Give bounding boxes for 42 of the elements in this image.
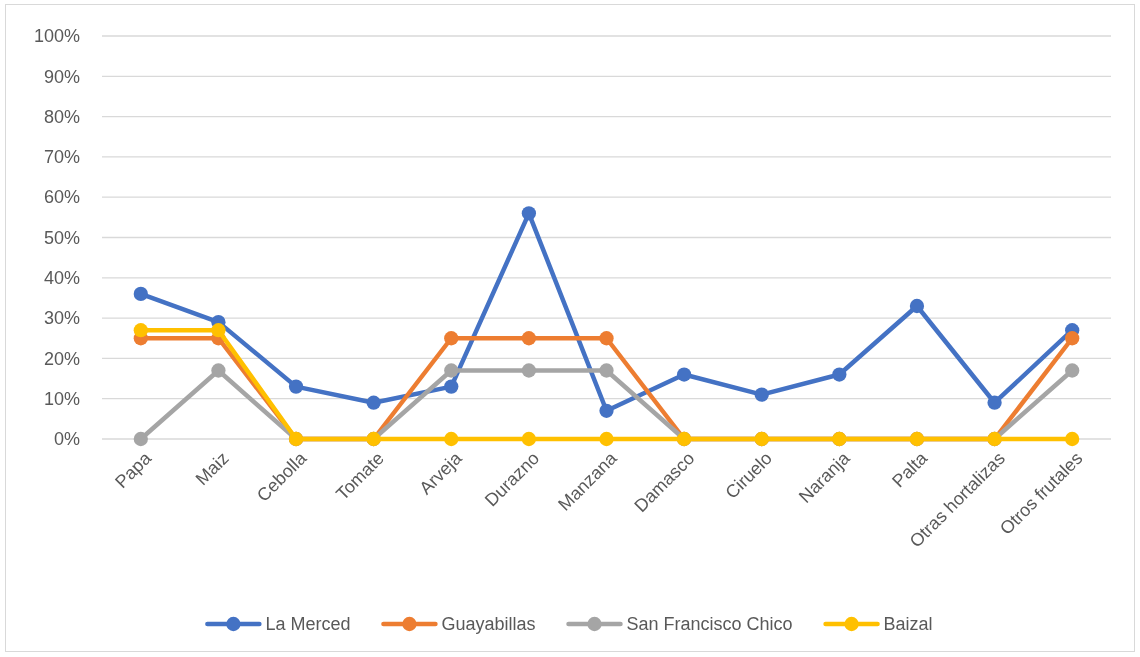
point bbox=[521, 431, 537, 447]
point bbox=[444, 331, 459, 346]
y-tick-label: 90% bbox=[43, 66, 80, 87]
legend-label: Baizal bbox=[883, 614, 933, 635]
y-tick-label: 20% bbox=[43, 348, 80, 369]
point bbox=[521, 206, 537, 221]
point bbox=[521, 363, 537, 378]
point bbox=[987, 395, 1002, 410]
point bbox=[288, 379, 304, 394]
point bbox=[599, 331, 614, 346]
y-tick-label: 70% bbox=[43, 147, 80, 168]
point bbox=[1065, 431, 1080, 447]
point bbox=[211, 363, 226, 378]
point bbox=[444, 363, 459, 378]
point bbox=[832, 367, 847, 382]
point bbox=[599, 431, 614, 447]
y-tick-label: 50% bbox=[43, 227, 80, 248]
point bbox=[909, 298, 925, 314]
point bbox=[133, 286, 148, 302]
y-tick-label: 80% bbox=[43, 106, 80, 127]
point bbox=[521, 331, 537, 346]
point bbox=[1065, 331, 1080, 346]
y-tick-label: 30% bbox=[43, 308, 80, 329]
point bbox=[211, 323, 226, 338]
y-tick-label: 60% bbox=[43, 187, 80, 208]
point bbox=[1065, 363, 1080, 378]
y-tick-label: 10% bbox=[43, 388, 80, 409]
point bbox=[133, 323, 148, 338]
y-tick-label: 40% bbox=[43, 268, 80, 289]
point bbox=[366, 395, 381, 410]
y-tick-label: 100% bbox=[33, 26, 80, 47]
legend-label: San Francisco Chico bbox=[626, 614, 793, 635]
point bbox=[599, 363, 614, 378]
point bbox=[133, 431, 148, 447]
legend-label: Guayabillas bbox=[441, 614, 536, 635]
point bbox=[599, 403, 614, 418]
point bbox=[754, 387, 769, 402]
point bbox=[444, 379, 459, 394]
y-tick-label: 0% bbox=[53, 429, 80, 450]
point bbox=[444, 431, 459, 447]
point bbox=[676, 367, 692, 382]
legend-label: La Merced bbox=[265, 614, 351, 635]
